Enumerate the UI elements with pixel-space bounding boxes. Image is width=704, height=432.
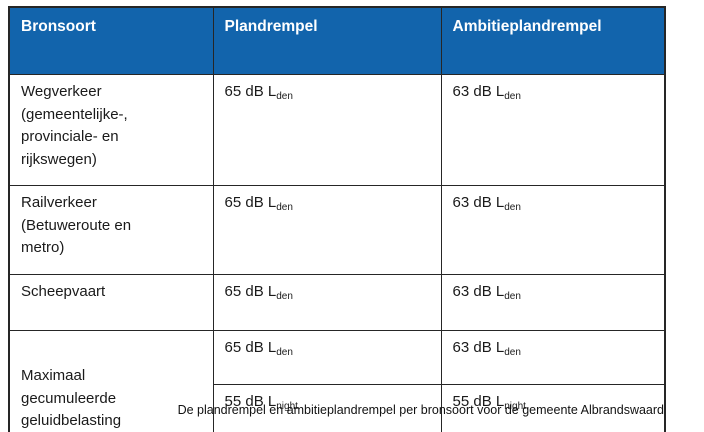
- table-row: 55 dB Lnight 55 dB Lnight: [9, 384, 666, 432]
- header-bronsoort: Bronsoort: [8, 6, 214, 75]
- value-text: 63 dB L: [452, 283, 505, 300]
- table-caption: De plandrempel en ambitieplandrempel per…: [177, 403, 664, 417]
- ambitieplandrempel-cell: 63 dB Lden: [440, 74, 666, 186]
- plandrempel-cell: 65 dB Lden: [212, 330, 442, 385]
- ambitieplandrempel-cell: 63 dB Lden: [440, 185, 666, 275]
- value-subscript: night: [504, 401, 526, 412]
- table-header-row: Bronsoort Plandrempel Ambitieplandrempel: [8, 6, 666, 75]
- value-subscript: night: [276, 401, 298, 412]
- plandrempel-cell: 55 dB Lnight: [212, 384, 442, 432]
- value-text: 65 dB L: [224, 283, 277, 300]
- bronsoort-cell: Wegverkeer (gemeentelijke-, provinciale-…: [8, 74, 214, 186]
- ambitieplandrempel-cell: 55 dB Lnight: [440, 384, 666, 432]
- plandrempel-cell: 65 dB Lden: [212, 274, 442, 331]
- bronsoort-cell: Scheepvaart: [8, 274, 214, 331]
- table-row: Wegverkeer (gemeentelijke-, provinciale-…: [8, 74, 666, 186]
- value-subscript: den: [504, 202, 521, 213]
- value-text: 63 dB L: [452, 194, 505, 211]
- noise-threshold-table: Bronsoort Plandrempel Ambitieplandrempel…: [8, 6, 666, 432]
- ambitieplandrempel-cell: 63 dB Lden: [440, 330, 666, 385]
- bronsoort-cell: Maximaal gecumuleerde geluidbelasting: [8, 330, 214, 432]
- value-subscript: den: [504, 291, 521, 302]
- value-text: 63 dB L: [452, 83, 505, 100]
- table-row: Railverkeer (Betuweroute en metro) 65 dB…: [8, 185, 666, 275]
- value-text: 63 dB L: [452, 339, 505, 356]
- value-subscript: den: [276, 202, 293, 213]
- value-subscript: den: [276, 291, 293, 302]
- value-subscript: den: [504, 347, 521, 358]
- value-text: 55 dB L: [224, 393, 277, 410]
- bronsoort-cell: Railverkeer (Betuweroute en metro): [8, 185, 214, 275]
- value-text: 65 dB L: [224, 194, 277, 211]
- plandrempel-cell: 65 dB Lden: [212, 185, 442, 275]
- header-ambitieplandrempel: Ambitieplandrempel: [440, 6, 666, 75]
- value-subscript: den: [276, 347, 293, 358]
- value-subscript: den: [276, 91, 293, 102]
- table-row: Maximaal gecumuleerde geluidbelasting 65…: [8, 330, 666, 432]
- plandrempel-cell: 65 dB Lden: [212, 74, 442, 186]
- table-row: Scheepvaart 65 dB Lden 63 dB Lden: [8, 274, 666, 331]
- value-text: 55 dB L: [452, 393, 505, 410]
- value-text: 65 dB L: [224, 339, 277, 356]
- ambitieplandrempel-cell: 63 dB Lden: [440, 274, 666, 331]
- header-plandrempel: Plandrempel: [212, 6, 442, 75]
- value-subscript: den: [504, 91, 521, 102]
- value-text: 65 dB L: [224, 83, 277, 100]
